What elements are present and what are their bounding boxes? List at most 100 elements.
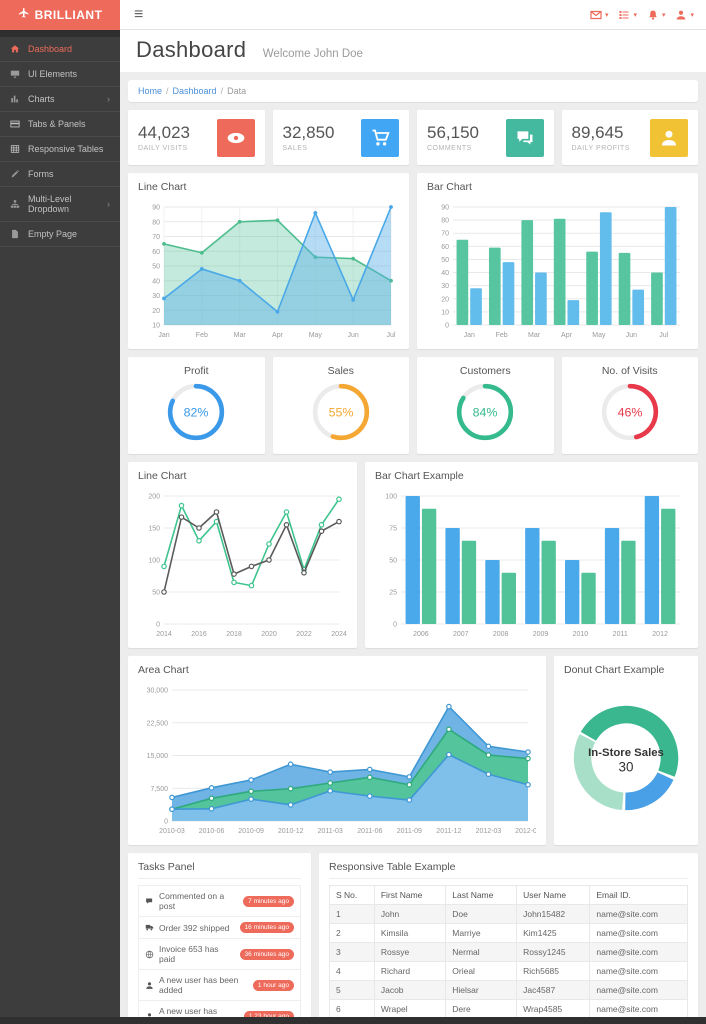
sidebar-item-forms[interactable]: Forms	[0, 162, 120, 187]
panel-title: Tasks Panel	[138, 861, 301, 879]
svg-text:60: 60	[152, 249, 160, 256]
gauge-title: Profit	[183, 365, 209, 377]
cart-icon	[372, 129, 390, 145]
svg-text:80: 80	[152, 219, 160, 226]
line-chart-2-panel: Line Chart 0 50 100 150 200 2014 2016 2018 2020 2…	[128, 462, 357, 648]
svg-text:2010-12: 2010-12	[278, 828, 304, 835]
eye-icon[interactable]	[216, 118, 255, 157]
line-chart-years: 0 50 100 150 200 2014 2016 2018 2020 2022 2024	[148, 494, 347, 639]
task-item[interactable]: A new user has added 1.23 hour ago	[139, 1001, 300, 1017]
svg-text:2008: 2008	[493, 631, 509, 638]
sidebar-item-charts[interactable]: Charts ›	[0, 87, 120, 112]
svg-text:Jul: Jul	[387, 332, 396, 339]
svg-text:2012-06: 2012-06	[515, 828, 536, 835]
svg-text:46%: 46%	[617, 406, 642, 420]
breadcrumb-dashboard[interactable]: Dashboard	[172, 86, 217, 96]
globe-icon	[145, 950, 154, 958]
task-item[interactable]: Commented on a post 7 minutes ago	[139, 886, 300, 917]
task-time-badge[interactable]: 36 minutes ago	[239, 948, 294, 960]
panel-title: Area Chart	[138, 664, 189, 676]
table-header: User Name	[516, 885, 591, 905]
svg-text:25: 25	[389, 590, 397, 597]
bell-dropdown[interactable]: ▾	[647, 9, 665, 21]
table-header: Last Name	[445, 885, 518, 905]
task-time-badge[interactable]: 1 hour ago	[252, 979, 294, 991]
svg-text:Jun: Jun	[348, 332, 359, 339]
svg-text:7,500: 7,500	[150, 786, 168, 793]
stat-card-daily-profits: 89,645 DAILY PROFITS	[561, 110, 698, 165]
sidebar-item-empty-page[interactable]: Empty Page	[0, 222, 120, 247]
brand-name: BRILLIANT	[34, 7, 103, 22]
file-icon	[12, 229, 18, 239]
sidebar-item-responsive-tables[interactable]: Responsive Tables	[0, 137, 120, 162]
table-row: 2 Kimsila Marriye Kim1425 name@site.com	[329, 923, 688, 943]
brand-logo[interactable]: BRILLIANT	[0, 0, 120, 30]
svg-text:90: 90	[441, 205, 449, 212]
task-item[interactable]: Order 392 shipped 16 minutes ago	[139, 917, 300, 939]
responsive-table: S No. First Name Last Name User Name Email I…	[329, 885, 688, 1017]
svg-text:40: 40	[441, 270, 449, 277]
svg-text:80: 80	[441, 218, 449, 225]
svg-text:2007: 2007	[453, 631, 469, 638]
table-cell: 5	[329, 980, 375, 1000]
svg-text:30,000: 30,000	[147, 688, 169, 695]
cart-icon[interactable]	[361, 118, 399, 157]
svg-text:2011: 2011	[613, 631, 628, 638]
svg-text:100: 100	[385, 494, 397, 501]
stat-value: 56,150	[427, 123, 479, 142]
stat-label: SALES	[282, 145, 308, 152]
sidebar-item-multi-level-dropdown[interactable]: Multi-Level Dropdown ›	[0, 187, 120, 222]
svg-text:Feb: Feb	[196, 332, 208, 339]
stat-cards-row: 44,023 DAILY VISITS 32,850 SALES 56,150 …	[128, 110, 698, 165]
truck-icon	[145, 924, 154, 931]
svg-text:Jul: Jul	[659, 332, 668, 339]
user-dropdown[interactable]: ▾	[675, 9, 694, 21]
svg-text:2011-12: 2011-12	[436, 828, 461, 835]
stat-value: 32,850	[282, 123, 335, 142]
envelope-dropdown[interactable]: ▾	[590, 9, 608, 21]
svg-text:50: 50	[441, 257, 449, 264]
table-row: 3 Rossye Nermal Rossy1245 name@site.com	[329, 942, 688, 962]
task-item[interactable]: A new user has been added 1 hour ago	[139, 970, 300, 1001]
task-item[interactable]: Invoice 653 has paid 36 minutes ago	[139, 939, 300, 970]
menu-icon[interactable]: ≡	[134, 5, 144, 23]
task-time-badge[interactable]: 1.23 hour ago	[243, 1010, 294, 1017]
svg-text:0: 0	[164, 819, 168, 826]
panel-title: Donut Chart Example	[564, 664, 665, 676]
svg-text:15,000: 15,000	[147, 753, 169, 760]
svg-text:70: 70	[441, 231, 449, 238]
svg-text:2011-06: 2011-06	[357, 828, 382, 835]
comments-icon[interactable]	[505, 118, 544, 157]
svg-text:Jun: Jun	[626, 332, 637, 339]
envelope-icon	[590, 10, 602, 19]
table-cell: 2	[329, 923, 375, 943]
svg-text:2010-06: 2010-06	[199, 828, 225, 835]
table-cell: Rich5685	[516, 961, 591, 981]
person-icon	[147, 1012, 152, 1017]
table-row: 5 Jacob Hielsar Jac4587 name@site.com	[329, 980, 688, 1000]
list-dropdown[interactable]: ▾	[618, 9, 637, 21]
svg-text:50: 50	[152, 590, 160, 597]
comments-icon	[517, 130, 532, 144]
task-text: A new user has been added	[159, 975, 239, 995]
sidebar-item-dashboard[interactable]: Dashboard	[0, 37, 120, 62]
person-icon	[661, 130, 677, 145]
sidebar-item-ui-elements[interactable]: UI Elements	[0, 62, 120, 87]
table-row: 6 Wrapel Dere Wrap4585 name@site.com	[329, 999, 688, 1017]
person-icon[interactable]	[650, 118, 688, 157]
svg-text:2010-03: 2010-03	[159, 828, 185, 835]
page-subtitle: Welcome John Doe	[262, 48, 363, 60]
table-cell: Rossye	[373, 942, 447, 962]
svg-text:Feb: Feb	[496, 332, 508, 339]
svg-text:Mar: Mar	[528, 332, 541, 339]
task-time-badge[interactable]: 16 minutes ago	[239, 922, 294, 933]
chevron-right-icon: ›	[107, 94, 110, 104]
bar-chart-example-panel: Bar Chart Example 0 25 50 75 100 2006 2007 2008…	[365, 462, 698, 648]
bell-icon	[649, 10, 657, 20]
svg-text:Jan: Jan	[464, 332, 475, 339]
panel-title: Line Chart	[138, 181, 187, 193]
breadcrumb-home[interactable]: Home	[138, 86, 163, 96]
task-time-badge[interactable]: 7 minutes ago	[243, 895, 294, 907]
svg-text:20: 20	[441, 296, 449, 303]
sidebar-item-tabs-panels[interactable]: Tabs & Panels	[0, 112, 120, 137]
